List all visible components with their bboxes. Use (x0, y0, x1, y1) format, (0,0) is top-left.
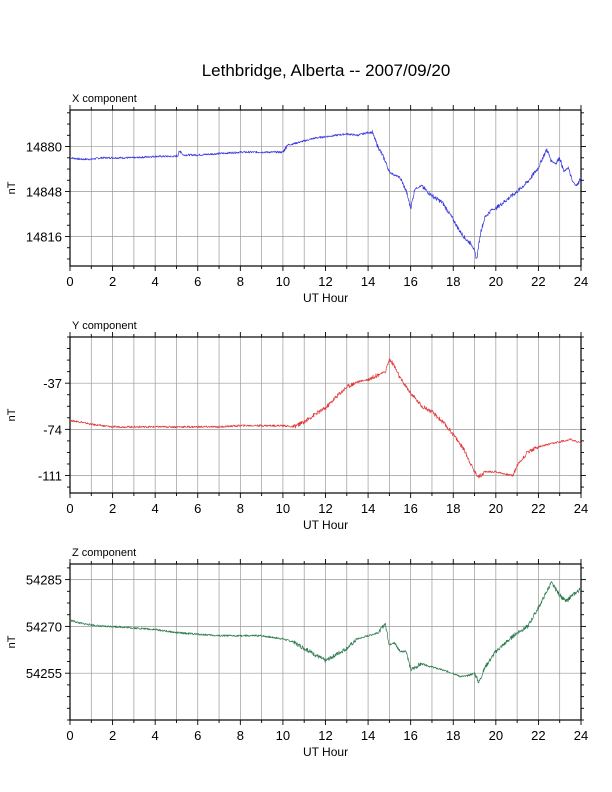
x-component-ytick-label: 14816 (26, 229, 62, 244)
z-component-ytick-label: 54285 (26, 573, 62, 588)
y-component-xlabel: UT Hour (303, 518, 348, 532)
x-component-xtick-label: 2 (109, 274, 116, 289)
y-component-title: Y component (72, 320, 137, 332)
chart-title: Lethbridge, Alberta -- 2007/09/20 (202, 61, 451, 80)
y-component-panel: 0 2 4 6 8 10 12 14 16 18 20 22 24-111-74-37Y compone… (6, 320, 588, 532)
z-component-title: Z component (72, 547, 136, 559)
z-component-ytick-label: 54255 (26, 666, 62, 681)
z-component-xtick-label: 14 (361, 728, 375, 743)
z-component-xtick-label: 0 (66, 728, 73, 743)
y-component-xtick-label: 14 (361, 501, 375, 516)
x-component-xtick-label: 12 (318, 274, 332, 289)
x-component-xtick-label: 0 (66, 274, 73, 289)
y-component-xtick-label: 10 (276, 501, 290, 516)
y-component-ytick-label: -111 (38, 469, 62, 484)
y-component-ytick-label: -37 (43, 376, 62, 391)
x-component-xlabel: UT Hour (303, 291, 348, 305)
x-component-xtick-label: 8 (237, 274, 244, 289)
z-component-xtick-label: 6 (194, 728, 201, 743)
z-component-xtick-label: 20 (489, 728, 503, 743)
y-component-ylabel: nT (6, 408, 18, 421)
y-component-xtick-label: 20 (489, 501, 503, 516)
z-component-series-line (69, 581, 582, 684)
y-component-xtick-label: 2 (109, 501, 116, 516)
y-component-xtick-label: 24 (574, 501, 588, 516)
y-component-series-line (69, 358, 582, 479)
z-component-xtick-label: 8 (237, 728, 244, 743)
x-component-xtick-label: 16 (403, 274, 417, 289)
x-component-xtick-label: 4 (152, 274, 159, 289)
x-component-xtick-label: 6 (194, 274, 201, 289)
z-component-ylabel: nT (6, 635, 18, 648)
z-component-ytick-label: 54270 (26, 619, 62, 634)
z-component-xtick-label: 10 (276, 728, 290, 743)
z-component-xtick-label: 22 (531, 728, 545, 743)
y-component-xtick-label: 6 (194, 501, 201, 516)
y-component-xtick-label: 22 (531, 501, 545, 516)
x-component-ylabel: nT (6, 181, 18, 194)
z-component-xtick-label: 2 (109, 728, 116, 743)
z-component-xlabel: UT Hour (303, 745, 348, 759)
y-component-xtick-label: 16 (403, 501, 417, 516)
z-component-xtick-label: 12 (318, 728, 332, 743)
x-component-xtick-label: 22 (531, 274, 545, 289)
z-component-xtick-label: 18 (446, 728, 460, 743)
y-component-ytick-label: -74 (43, 422, 62, 437)
z-component-xtick-label: 16 (403, 728, 417, 743)
x-component-xtick-label: 14 (361, 274, 375, 289)
x-component-xtick-label: 24 (574, 274, 588, 289)
x-component-xtick-label: 18 (446, 274, 460, 289)
y-component-xtick-label: 12 (318, 501, 332, 516)
x-component-ytick-label: 14848 (26, 185, 62, 200)
y-component-xtick-label: 8 (237, 501, 244, 516)
x-component-xtick-label: 20 (489, 274, 503, 289)
x-component-title: X component (72, 93, 137, 105)
y-component-xtick-label: 4 (152, 501, 159, 516)
y-component-xtick-label: 18 (446, 501, 460, 516)
z-component-xtick-label: 24 (574, 728, 588, 743)
x-component-series-line (69, 130, 582, 259)
x-component-xtick-label: 10 (276, 274, 290, 289)
x-component-ytick-label: 14880 (26, 140, 62, 155)
z-component-xtick-label: 4 (152, 728, 159, 743)
y-component-xtick-label: 0 (66, 501, 73, 516)
